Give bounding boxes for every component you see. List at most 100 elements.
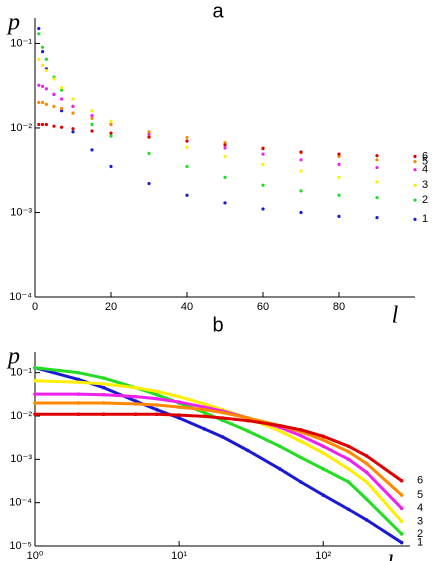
data-point [278, 429, 282, 433]
data-point [202, 407, 207, 412]
data-point [37, 83, 41, 87]
data-point [185, 193, 189, 197]
data-point [41, 100, 45, 105]
data-point [364, 497, 369, 502]
data-point [337, 175, 341, 180]
data-point [37, 100, 41, 105]
series-label: 6 [417, 475, 423, 487]
data-point [90, 109, 94, 113]
data-point [185, 145, 189, 149]
data-point [76, 401, 81, 405]
data-point [71, 111, 75, 115]
data-point [71, 97, 75, 101]
data-point [90, 116, 94, 120]
data-point [346, 457, 351, 462]
data-point [220, 416, 225, 420]
data-point [413, 217, 417, 221]
data-point [33, 412, 37, 417]
data-point [41, 50, 45, 54]
data-point [375, 158, 379, 162]
data-point [37, 32, 41, 36]
series-label: 6 [422, 150, 428, 162]
data-point [147, 135, 151, 139]
series-label: 5 [417, 489, 423, 501]
data-point [364, 518, 369, 522]
data-point [60, 97, 64, 101]
data-point [185, 164, 189, 169]
y-tick-label: 10⁻⁴ [9, 291, 32, 303]
data-point [52, 124, 56, 128]
series-label: 4 [417, 502, 423, 514]
data-point [52, 104, 56, 108]
data-point [44, 87, 49, 91]
data-point [413, 154, 417, 159]
data-point [37, 26, 41, 31]
data-point [399, 478, 404, 483]
data-point [346, 467, 351, 471]
panel-title: b [212, 314, 223, 336]
data-point [246, 429, 250, 433]
data-point [90, 129, 94, 133]
series-label: 4 [422, 164, 428, 176]
data-point [364, 454, 369, 458]
x-tick-label: 10¹ [171, 550, 187, 561]
data-point [154, 403, 159, 407]
data-point [109, 131, 113, 135]
data-point [299, 433, 303, 438]
data-point [399, 506, 404, 511]
data-point [223, 146, 227, 150]
y-tick-label: 10⁻⁴ [9, 497, 32, 509]
data-point [177, 394, 181, 399]
data-point [321, 434, 326, 439]
data-point [44, 57, 49, 61]
data-point [109, 122, 113, 127]
data-point [76, 377, 81, 382]
series-label: 1 [417, 536, 423, 548]
data-point [261, 183, 265, 187]
data-point [71, 127, 75, 131]
data-point [278, 423, 282, 428]
data-point [76, 380, 81, 385]
data-point [90, 148, 94, 152]
data-point [52, 77, 56, 81]
data-point [60, 88, 64, 92]
data-point [133, 399, 138, 403]
y-tick-label: 10⁻³ [10, 453, 32, 465]
data-point [44, 122, 49, 127]
data-point [76, 392, 81, 396]
data-point [154, 407, 159, 412]
y-tick-label: 10⁻² [10, 122, 32, 134]
data-point [154, 389, 159, 394]
data-point [375, 154, 379, 158]
data-point [177, 405, 181, 409]
data-point [133, 412, 138, 417]
data-point [185, 139, 189, 143]
series-label: 5 [422, 156, 428, 168]
y-tick-label: 10⁻⁵ [9, 540, 32, 552]
data-point [375, 165, 379, 170]
series-label: 2 [422, 194, 428, 206]
data-point [299, 480, 303, 484]
y-axis-label: p [6, 344, 20, 370]
data-point [33, 378, 37, 383]
data-point [41, 84, 45, 89]
x-tick-label: 40 [181, 301, 193, 313]
data-point [337, 154, 341, 159]
data-point [278, 444, 282, 449]
data-point [33, 401, 37, 405]
data-point [321, 493, 326, 497]
data-point [147, 130, 151, 134]
data-point [299, 455, 303, 460]
data-point [202, 402, 207, 406]
x-tick-label: 10² [315, 550, 331, 561]
data-point [413, 198, 417, 202]
series-label: 3 [417, 515, 423, 527]
data-point [364, 480, 369, 484]
data-point [154, 412, 159, 417]
y-tick-label: 10⁻¹ [10, 367, 32, 379]
data-point [337, 162, 341, 167]
data-point [71, 104, 75, 108]
data-point [321, 467, 326, 471]
x-tick-label: 60 [257, 301, 269, 313]
